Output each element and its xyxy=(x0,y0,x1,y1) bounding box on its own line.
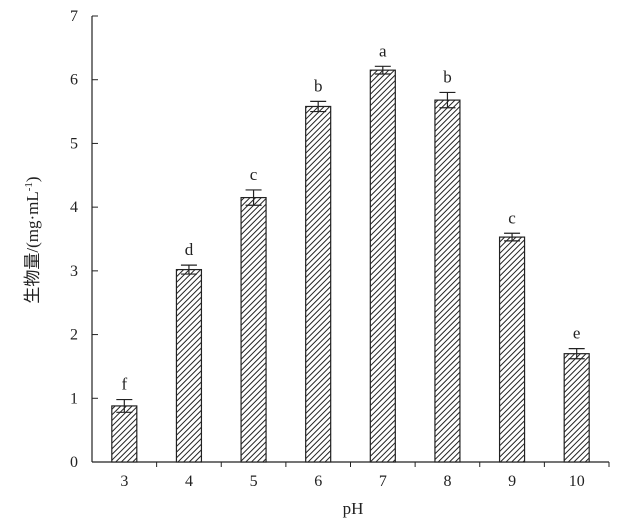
bar-ph-4 xyxy=(175,268,203,463)
y-tick-label: 1 xyxy=(70,390,78,407)
y-tick-label: 4 xyxy=(70,199,78,216)
significance-label: c xyxy=(250,165,258,184)
bar-ph-3 xyxy=(111,405,138,463)
y-tick-label: 0 xyxy=(70,454,78,471)
y-tick-label: 7 xyxy=(70,8,78,25)
y-tick-label: 3 xyxy=(70,263,78,280)
y-axis-title-main: 生物量/(mg·mL xyxy=(23,191,42,303)
bar-ph-8 xyxy=(434,99,461,463)
significance-label: e xyxy=(573,324,581,343)
significance-label: f xyxy=(121,375,127,394)
y-tick-label: 6 xyxy=(70,72,78,89)
y-tick-label: 5 xyxy=(70,135,78,152)
bar-ph-9 xyxy=(498,236,526,463)
bar-ph-10 xyxy=(563,353,590,463)
significance-label: b xyxy=(443,67,452,86)
bar-ph-5 xyxy=(240,196,267,463)
y-axis-title-superscript: -1 xyxy=(23,182,35,191)
bar-ph-7 xyxy=(369,69,396,463)
significance-label: c xyxy=(508,208,516,227)
significance-label: d xyxy=(185,240,194,259)
plot-area: 0 1 2 3 4 5 6 7 f 3 d 4 c 5 b 6 a 7 b 8 c 9 e 10 xyxy=(70,8,610,490)
svg-text:生物量/(mg·mL-1): 生物量/(mg·mL-1) xyxy=(23,176,42,303)
y-axis-title: 生物量/(mg·mL-1) xyxy=(23,176,42,303)
bar-ph-6 xyxy=(305,105,332,463)
x-tick-label: 3 xyxy=(120,473,128,490)
x-tick-label: 5 xyxy=(250,473,258,490)
x-tick-label: 10 xyxy=(569,473,585,490)
x-tick-label: 4 xyxy=(185,473,193,490)
x-tick-label: 6 xyxy=(314,473,322,490)
x-tick-label: 7 xyxy=(379,473,387,490)
y-tick-label: 2 xyxy=(70,327,78,344)
x-tick-label: 9 xyxy=(508,473,516,490)
significance-label: b xyxy=(314,76,323,95)
x-tick-label: 8 xyxy=(443,473,451,490)
x-axis-title: pH xyxy=(343,499,364,518)
significance-label: a xyxy=(379,41,387,60)
y-axis-title-close: ) xyxy=(23,176,42,182)
